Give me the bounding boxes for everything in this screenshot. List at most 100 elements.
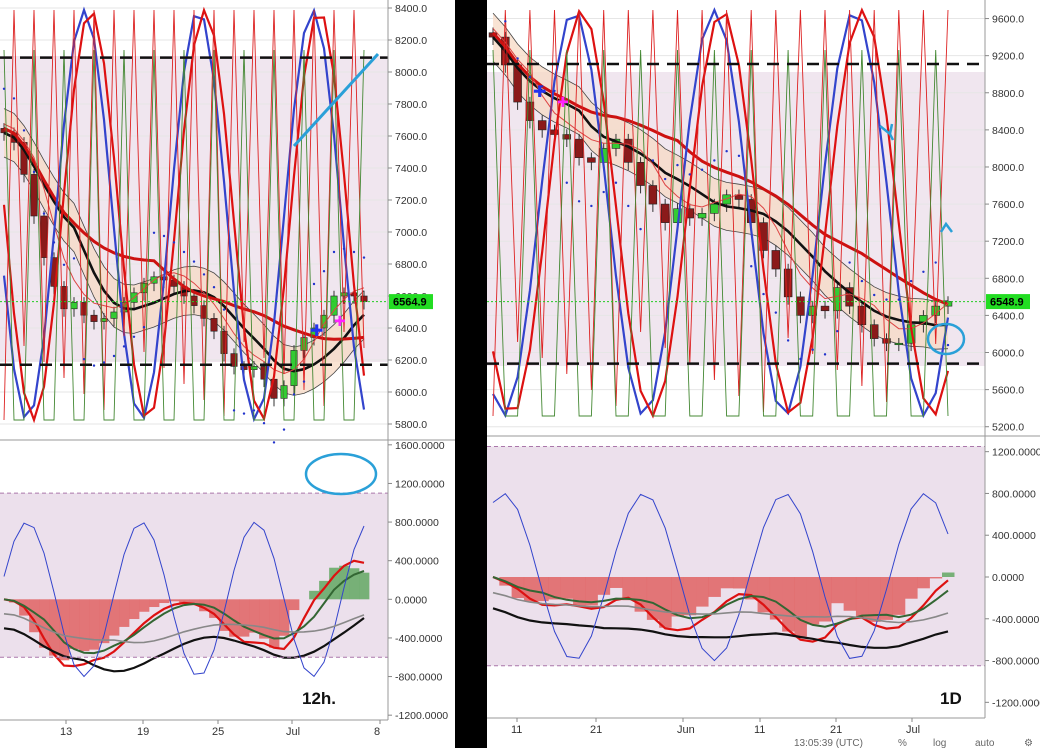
- candle-body: [20, 142, 28, 175]
- time-tick-label: 21: [830, 724, 842, 736]
- price-tick-label: 6800.0: [992, 273, 1024, 285]
- histogram-bar: [855, 577, 869, 619]
- sar-dot: [590, 204, 593, 208]
- stoch-red: [2, 6, 366, 424]
- candle-body: [70, 302, 78, 310]
- sar-dot: [112, 354, 116, 358]
- sar-dot: [553, 89, 556, 93]
- auto-toggle[interactable]: auto: [975, 738, 995, 748]
- sar-dot: [627, 204, 630, 208]
- price-tick-label: 7000.0: [395, 227, 427, 239]
- candle-body: [820, 305, 830, 312]
- sar-dot: [262, 422, 266, 425]
- candle-body: [660, 203, 670, 223]
- histogram-bar: [319, 580, 330, 600]
- histogram-bar: [289, 599, 300, 611]
- histogram-bar: [339, 565, 350, 600]
- time-tick-label: Jul: [906, 724, 920, 736]
- zigzag-green: [492, 49, 949, 417]
- histogram-bar: [917, 577, 930, 589]
- arrow-down-annotation: [879, 123, 895, 141]
- sar-dot: [312, 282, 316, 286]
- price-tick-label: 5800.0: [395, 419, 427, 431]
- oscillator-tick-label: 0.0000: [395, 594, 427, 606]
- histogram-bar: [671, 577, 684, 617]
- candle-body: [697, 213, 707, 219]
- candle-body: [857, 305, 867, 325]
- osc-black: [492, 607, 949, 649]
- sar-dot: [786, 339, 790, 342]
- sar-dot: [52, 241, 56, 244]
- candle-body: [783, 268, 793, 298]
- blue-cross-marker: ✚: [533, 82, 546, 101]
- candle-body: [360, 295, 368, 302]
- price-axis: 9600.0 9200.0 8800.0 8400.0 8000.0 7600.0 7200…: [985, 14, 1024, 434]
- price-tick-label: 5600.0: [992, 385, 1024, 397]
- candle-body: [90, 314, 98, 322]
- histogram-bar: [239, 599, 250, 637]
- oscillator-tick-label: -400.0000: [395, 633, 442, 645]
- price-tick-label: 7200.0: [395, 195, 427, 207]
- sar-dot: [799, 357, 802, 361]
- sar-dot: [836, 329, 839, 333]
- sar-dot: [946, 343, 950, 347]
- histogram-bar: [560, 577, 574, 599]
- sar-dot: [897, 298, 901, 301]
- histogram-bar: [99, 599, 110, 644]
- sar-dot: [232, 409, 236, 412]
- candle-body: [574, 138, 584, 159]
- svg-text:6564.9: 6564.9: [393, 297, 427, 309]
- candle-body: [100, 318, 108, 322]
- candle-body: [734, 194, 744, 200]
- settings-gear-icon[interactable]: ⚙: [1024, 738, 1033, 748]
- time-axis: 11 21 Jun 11 21 Jul: [511, 718, 920, 736]
- sar-dot: [540, 85, 544, 88]
- oscillator-tick-label: 800.0000: [395, 517, 439, 529]
- candle-body: [190, 295, 198, 306]
- sar-dot: [688, 173, 691, 176]
- price-tick-label: 6400.0: [992, 310, 1024, 322]
- sar-dot: [322, 270, 326, 273]
- sar-dot: [774, 311, 778, 314]
- sar-dot: [122, 345, 126, 348]
- sar-dot: [725, 150, 728, 153]
- oscillator-axis: 1200.0000 800.0000 400.0000 0.0000 -400.0000…: [985, 447, 1040, 709]
- histogram-bar: [39, 599, 50, 648]
- histogram-bar: [622, 577, 635, 601]
- sar-dot: [885, 298, 888, 301]
- histogram-bar: [683, 577, 697, 616]
- sar-dot: [292, 393, 296, 396]
- price-tick-label: 8000.0: [992, 162, 1024, 174]
- low-circle-annotation: [926, 322, 966, 356]
- sar-dot: [922, 270, 925, 274]
- histogram-bar: [329, 567, 340, 600]
- price-tick-label: 7600.0: [395, 131, 427, 143]
- sar-dot: [639, 227, 642, 231]
- osc-green: [492, 576, 949, 628]
- sar-dot: [142, 326, 146, 329]
- price-tick-label: 5200.0: [992, 422, 1024, 434]
- percent-toggle[interactable]: %: [898, 738, 907, 748]
- price-tick-label: 6000.0: [395, 387, 427, 399]
- histogram-bar: [219, 599, 230, 631]
- zigzag-red: [3, 9, 365, 421]
- sar-dot: [873, 293, 876, 297]
- histogram-bar: [259, 599, 270, 639]
- time-tick-label: 8: [374, 726, 380, 738]
- sar-dot: [22, 129, 26, 132]
- price-tick-label: 8400.0: [395, 3, 427, 15]
- log-toggle[interactable]: log: [933, 738, 946, 748]
- sar-dot: [860, 279, 864, 283]
- oscillator-tick-label: 400.0000: [395, 556, 439, 568]
- osc-grey: [3, 613, 365, 644]
- sar-dot: [282, 428, 286, 431]
- candle-body: [300, 337, 308, 351]
- candle-body: [537, 120, 547, 131]
- histogram-bar: [189, 599, 200, 606]
- time-tick-label: 13: [60, 726, 72, 738]
- candle-body: [240, 366, 248, 370]
- sar-dot: [2, 87, 6, 91]
- histogram-bar: [769, 577, 783, 620]
- price-tick-label: 7200.0: [992, 236, 1024, 248]
- sar-dot: [82, 358, 86, 361]
